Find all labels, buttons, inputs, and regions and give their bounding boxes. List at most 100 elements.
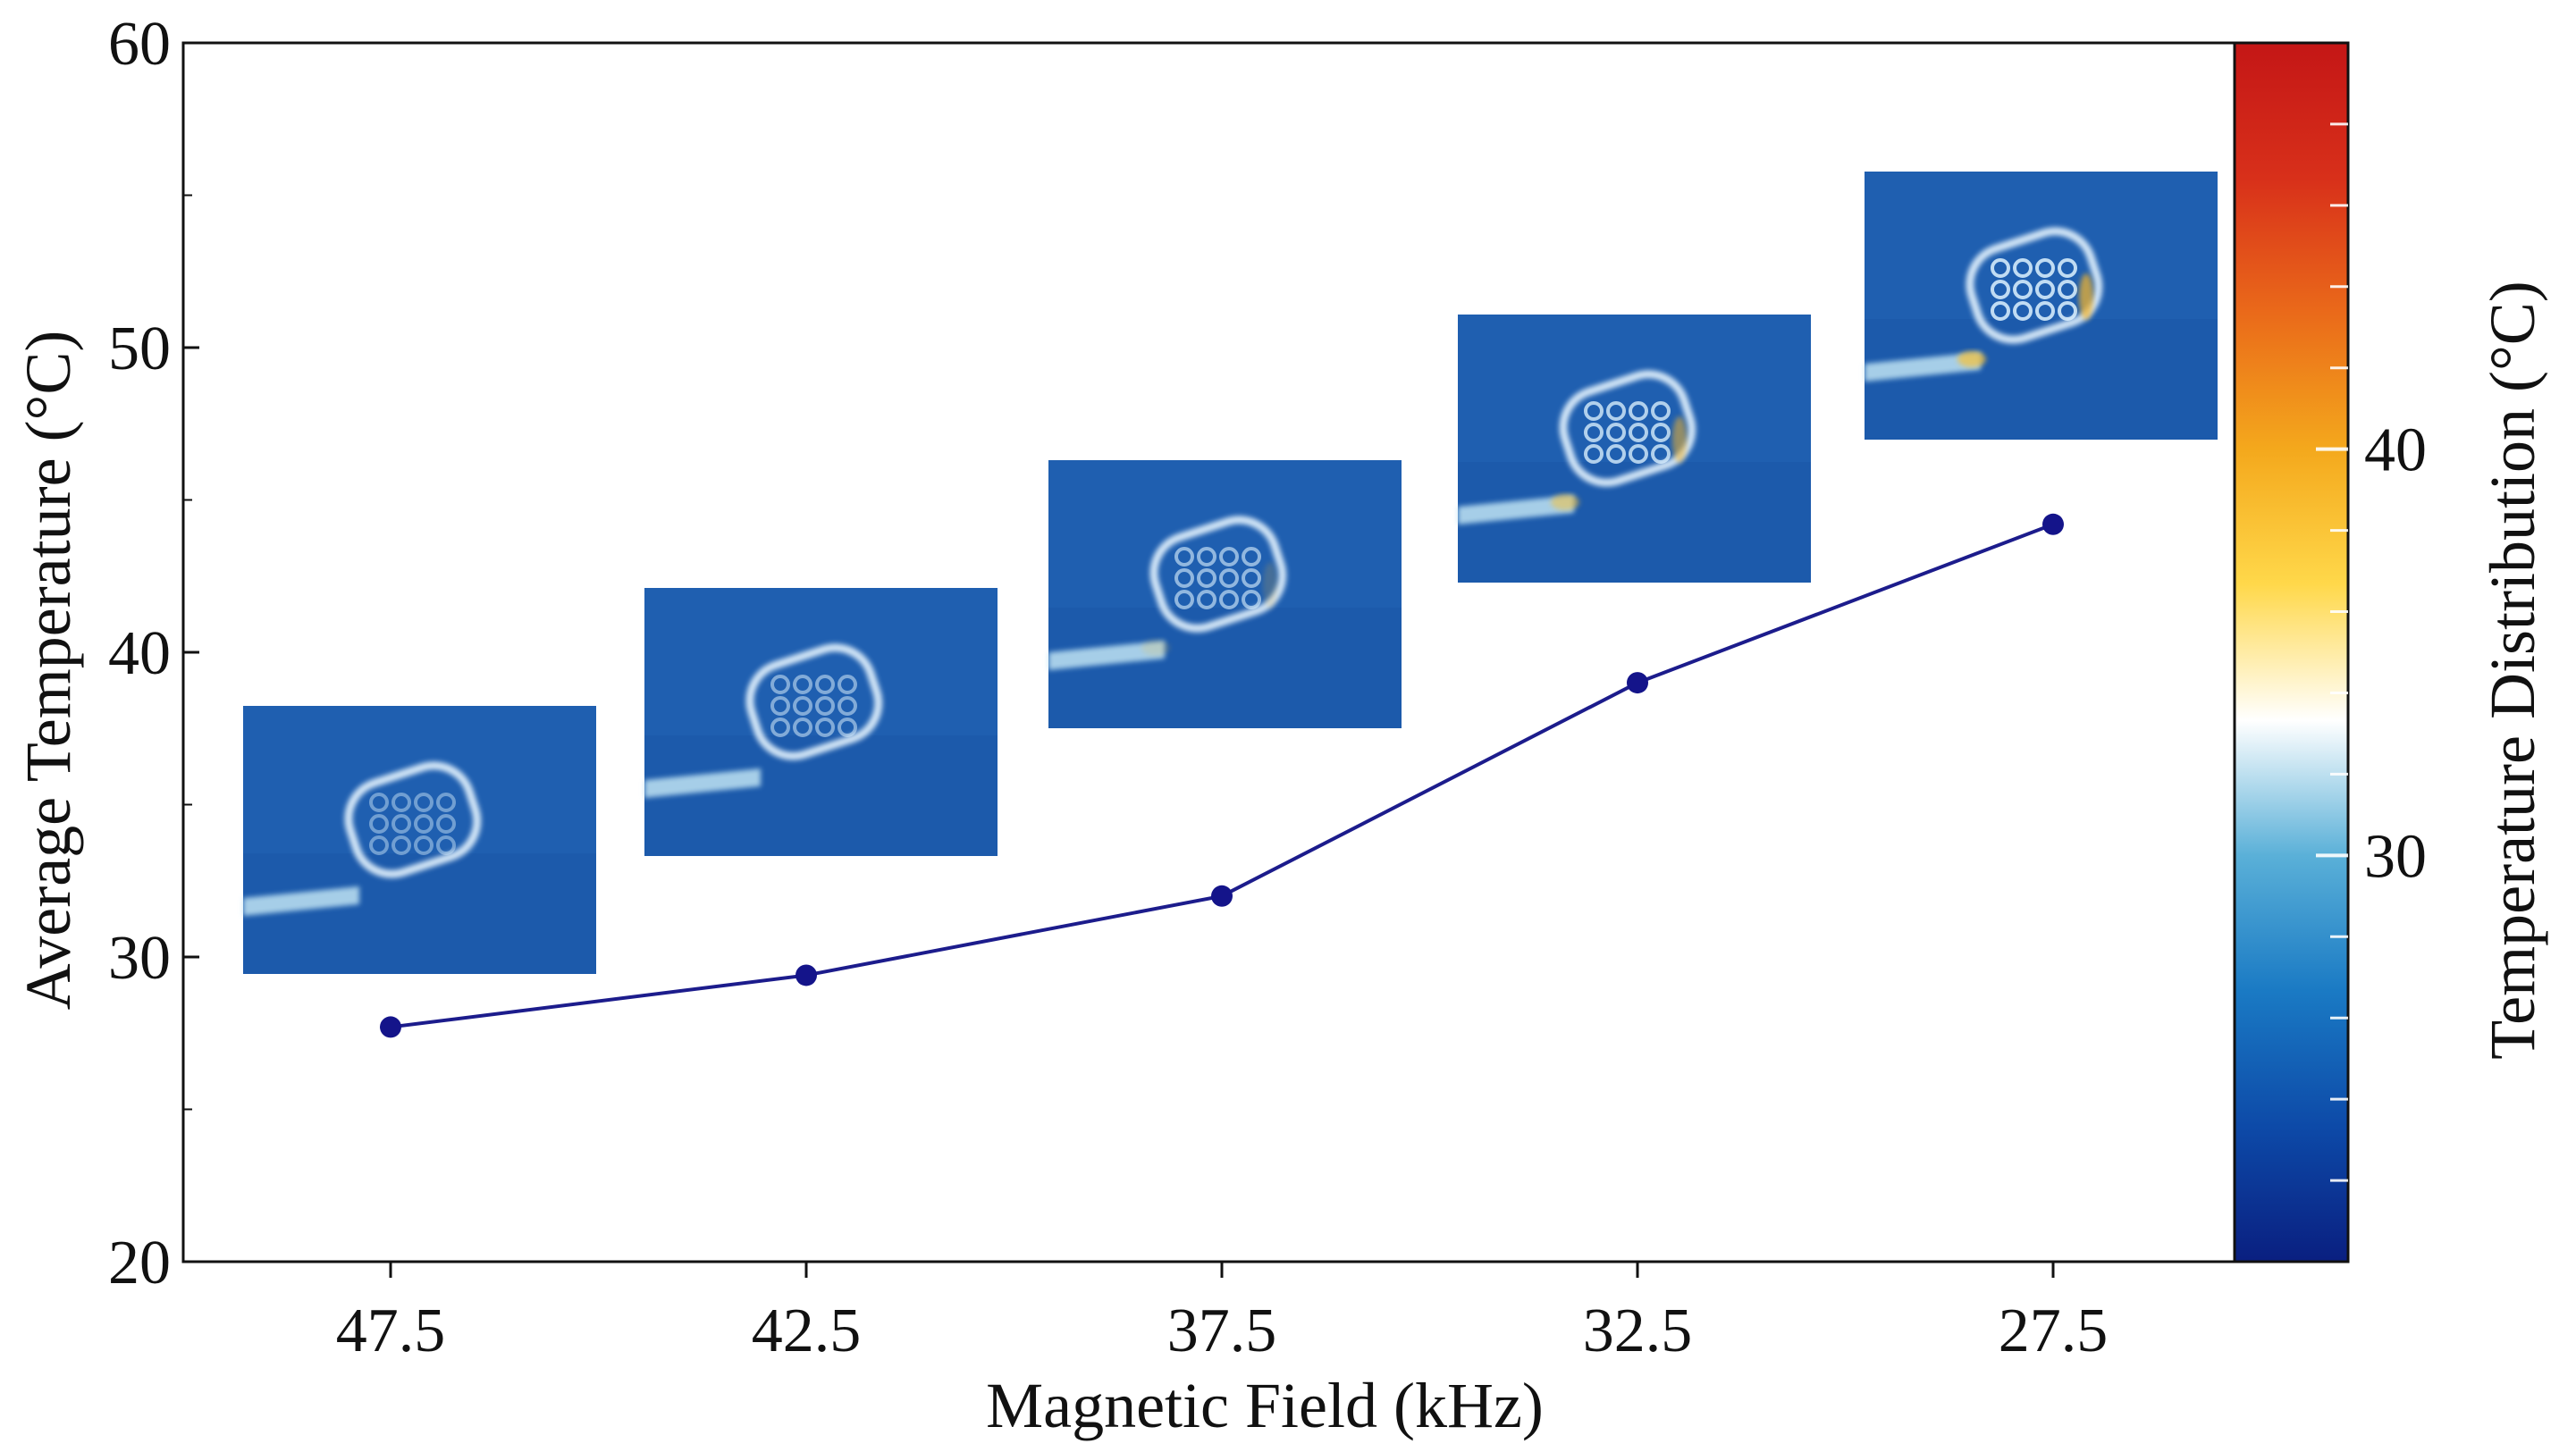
particle xyxy=(1991,301,2010,321)
particle xyxy=(2058,258,2077,278)
y-tick-label: 20 xyxy=(108,1229,171,1297)
plot-area xyxy=(380,513,2064,1038)
capsule-outline xyxy=(1559,370,1696,487)
data-point-47-5 xyxy=(380,1016,401,1038)
particle xyxy=(770,718,790,737)
particle xyxy=(1651,444,1671,464)
particle xyxy=(1219,547,1239,567)
thermal-image-47-5 xyxy=(243,706,596,974)
particle xyxy=(1219,568,1239,588)
thermal-image-27-5 xyxy=(1865,172,2218,440)
colorbar-title: Temperature Distribution (°C) xyxy=(2477,281,2548,1060)
particle xyxy=(1606,401,1626,421)
particle xyxy=(1584,444,1604,464)
particle xyxy=(2013,258,2033,278)
particle xyxy=(1991,280,2010,299)
thermal-image-shade xyxy=(1458,462,1811,583)
thermal-insets xyxy=(243,172,2218,974)
colorbar-tick-label: 40 xyxy=(2364,416,2427,485)
particle xyxy=(2058,280,2077,299)
hot-spot-probe xyxy=(1551,494,1579,510)
particle xyxy=(770,675,790,694)
particle xyxy=(838,675,857,694)
particle xyxy=(1606,423,1626,442)
particle xyxy=(369,793,389,812)
y-tick-label: 60 xyxy=(108,10,171,79)
y-tick-label: 30 xyxy=(108,924,171,993)
x-tick-label: 27.5 xyxy=(1999,1297,2109,1365)
particle xyxy=(2058,301,2077,321)
particle xyxy=(1584,401,1604,421)
particle xyxy=(770,696,790,716)
hot-spot xyxy=(1672,416,1687,463)
particle xyxy=(2013,301,2033,321)
particle xyxy=(369,814,389,834)
particle xyxy=(2035,301,2055,321)
probe-strip xyxy=(644,768,761,798)
particle xyxy=(793,696,812,716)
particle xyxy=(436,793,456,812)
particle xyxy=(414,835,434,855)
particle xyxy=(815,696,835,716)
particle xyxy=(1629,423,1648,442)
particle xyxy=(391,793,411,812)
probe-strip xyxy=(1048,641,1165,670)
hot-spot xyxy=(2079,273,2093,320)
particle xyxy=(2035,258,2055,278)
probe-strip xyxy=(243,886,359,916)
x-tick-label: 37.5 xyxy=(1167,1297,1277,1365)
particle xyxy=(1174,568,1194,588)
particle xyxy=(815,718,835,737)
particle xyxy=(838,696,857,716)
particle xyxy=(391,814,411,834)
thermal-image-37-5 xyxy=(1048,460,1402,728)
hot-spot-probe xyxy=(1141,640,1170,656)
y-axis-title: Average Temperature (°C) xyxy=(13,331,84,1011)
capsule-outline xyxy=(344,761,482,878)
particle xyxy=(436,835,456,855)
data-point-42-5 xyxy=(796,964,817,986)
particle xyxy=(1584,423,1604,442)
thermal-image-shade xyxy=(644,735,998,856)
particle xyxy=(1629,401,1648,421)
particle xyxy=(1197,568,1216,588)
particle xyxy=(1174,590,1194,609)
capsule-outline xyxy=(745,643,883,760)
probe-strip xyxy=(1458,495,1574,525)
colorbar-gradient xyxy=(2233,41,2350,1263)
particle xyxy=(414,814,434,834)
y-tick-label: 50 xyxy=(108,315,171,383)
data-point-37-5 xyxy=(1211,885,1233,907)
data-point-32-5 xyxy=(1627,672,1648,694)
particle xyxy=(391,835,411,855)
particle xyxy=(1651,401,1671,421)
particle xyxy=(1606,444,1626,464)
x-tick-label: 32.5 xyxy=(1583,1297,1693,1365)
particle xyxy=(793,675,812,694)
particle xyxy=(2013,280,2033,299)
hot-spot-probe xyxy=(1957,351,1986,367)
particle xyxy=(815,675,835,694)
particle xyxy=(793,718,812,737)
particle xyxy=(1242,568,1261,588)
thermal-image-shade xyxy=(1865,319,2218,440)
probe-strip xyxy=(1865,352,1981,382)
particle xyxy=(838,718,857,737)
thermal-image-32-5 xyxy=(1458,315,1811,583)
particle xyxy=(1174,547,1194,567)
particle xyxy=(1991,258,2010,278)
colorbar-tick-label: 30 xyxy=(2364,822,2427,891)
colorbar: 30 40 Temperature Distribution (°C) xyxy=(2233,41,2548,1263)
x-tick-label: 42.5 xyxy=(752,1297,862,1365)
data-point-27-5 xyxy=(2042,513,2064,535)
thermal-image-shade xyxy=(243,853,596,974)
particle xyxy=(1197,547,1216,567)
particle xyxy=(1629,444,1648,464)
particle xyxy=(1219,590,1239,609)
thermal-image-42-5 xyxy=(644,588,998,856)
particle xyxy=(1242,547,1261,567)
particle xyxy=(414,793,434,812)
particle xyxy=(1651,423,1671,442)
particle xyxy=(1242,590,1261,609)
particle xyxy=(2035,280,2055,299)
